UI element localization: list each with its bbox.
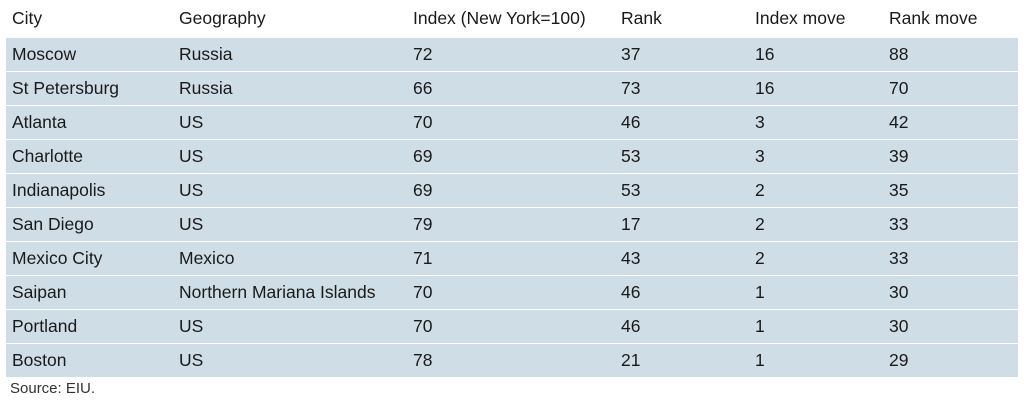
table-row: Portland US 70 46 1 30 [6, 309, 1018, 344]
cell-index-move: 1 [749, 309, 883, 344]
cell-rank: 43 [615, 241, 749, 276]
cell-geography: Northern Mariana Islands [173, 275, 407, 310]
table-row: Charlotte US 69 53 3 39 [6, 139, 1018, 174]
header-rank: Rank [615, 0, 749, 38]
cell-geography: Russia [173, 37, 407, 72]
table-header: City Geography Index (New York=100) Rank… [6, 0, 1018, 38]
header-index: Index (New York=100) [407, 0, 615, 38]
cell-rank-move: 29 [883, 343, 1018, 378]
header-row: City Geography Index (New York=100) Rank… [6, 0, 1018, 38]
table-body: Moscow Russia 72 37 16 88 St Petersburg … [6, 37, 1018, 378]
cell-geography: US [173, 343, 407, 378]
cell-index-move: 1 [749, 343, 883, 378]
cell-geography: US [173, 173, 407, 208]
cell-index-move: 1 [749, 275, 883, 310]
cell-rank-move: 88 [883, 37, 1018, 72]
cell-rank: 46 [615, 105, 749, 140]
cell-geography: US [173, 207, 407, 242]
cell-index: 70 [407, 275, 615, 310]
header-city: City [6, 0, 173, 38]
cell-index: 69 [407, 139, 615, 174]
table-row: San Diego US 79 17 2 33 [6, 207, 1018, 242]
cell-rank: 53 [615, 139, 749, 174]
cell-city: Atlanta [6, 105, 173, 140]
cell-rank-move: 39 [883, 139, 1018, 174]
cell-index-move: 2 [749, 207, 883, 242]
cell-index: 71 [407, 241, 615, 276]
cell-geography: US [173, 139, 407, 174]
cell-rank: 73 [615, 71, 749, 106]
cell-geography: US [173, 105, 407, 140]
cell-rank-move: 70 [883, 71, 1018, 106]
cell-index-move: 16 [749, 71, 883, 106]
cell-rank: 53 [615, 173, 749, 208]
cell-city: Saipan [6, 275, 173, 310]
cell-city: Boston [6, 343, 173, 378]
cell-index-move: 16 [749, 37, 883, 72]
cell-index: 78 [407, 343, 615, 378]
table-row: Indianapolis US 69 53 2 35 [6, 173, 1018, 208]
table-row: Moscow Russia 72 37 16 88 [6, 37, 1018, 72]
cell-rank-move: 35 [883, 173, 1018, 208]
source-note: Source: EIU. [10, 380, 96, 397]
cell-rank-move: 42 [883, 105, 1018, 140]
cell-index-move: 3 [749, 105, 883, 140]
cell-geography: Russia [173, 71, 407, 106]
cell-index-move: 2 [749, 173, 883, 208]
table-row: Atlanta US 70 46 3 42 [6, 105, 1018, 140]
table-row: Saipan Northern Mariana Islands 70 46 1 … [6, 275, 1018, 310]
cell-rank-move: 30 [883, 275, 1018, 310]
table-row: Mexico City Mexico 71 43 2 33 [6, 241, 1018, 276]
cell-rank-move: 33 [883, 207, 1018, 242]
cell-rank: 21 [615, 343, 749, 378]
cell-index: 66 [407, 71, 615, 106]
cell-index: 70 [407, 105, 615, 140]
cell-city: Charlotte [6, 139, 173, 174]
cell-index: 69 [407, 173, 615, 208]
cell-city: Moscow [6, 37, 173, 72]
cell-index-move: 3 [749, 139, 883, 174]
cell-city: Indianapolis [6, 173, 173, 208]
data-table: City Geography Index (New York=100) Rank… [6, 0, 1018, 378]
cell-city: Mexico City [6, 241, 173, 276]
cell-geography: Mexico [173, 241, 407, 276]
cell-rank-move: 33 [883, 241, 1018, 276]
header-rank-move: Rank move [883, 0, 1018, 38]
cell-city: San Diego [6, 207, 173, 242]
cell-index: 70 [407, 309, 615, 344]
cell-index-move: 2 [749, 241, 883, 276]
table-row: St Petersburg Russia 66 73 16 70 [6, 71, 1018, 106]
cell-index: 79 [407, 207, 615, 242]
cell-rank: 37 [615, 37, 749, 72]
cell-city: St Petersburg [6, 71, 173, 106]
cell-rank: 46 [615, 275, 749, 310]
cell-rank: 17 [615, 207, 749, 242]
table-row: Boston US 78 21 1 29 [6, 343, 1018, 378]
cell-rank: 46 [615, 309, 749, 344]
cell-city: Portland [6, 309, 173, 344]
header-geography: Geography [173, 0, 407, 38]
cell-rank-move: 30 [883, 309, 1018, 344]
cell-geography: US [173, 309, 407, 344]
cell-index: 72 [407, 37, 615, 72]
header-index-move: Index move [749, 0, 883, 38]
